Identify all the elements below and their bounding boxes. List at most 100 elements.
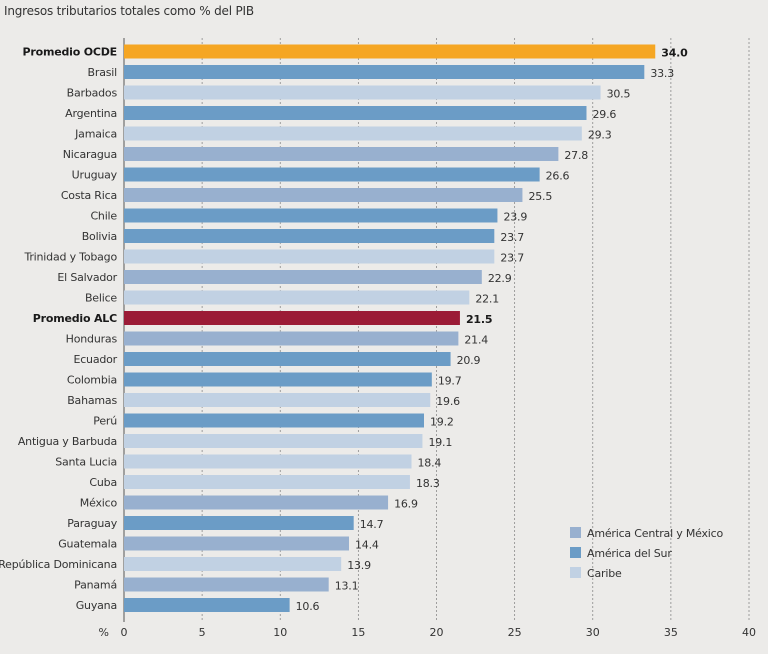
value-label-belice: 22.1 <box>475 293 499 306</box>
bar-panama <box>124 577 329 592</box>
x-tick-40: 40 <box>742 626 756 639</box>
x-tick-0: 0 <box>121 626 128 639</box>
value-label-barbados: 30.5 <box>607 88 631 101</box>
legend-swatch-america-central-y-mexico <box>570 527 581 538</box>
value-label-uruguay: 26.6 <box>546 170 570 183</box>
value-label-peru: 19.2 <box>430 416 454 429</box>
category-label-ecuador: Ecuador <box>73 353 117 366</box>
bar-chile <box>124 208 498 223</box>
value-label-chile: 23.9 <box>503 211 527 224</box>
value-label-republica-dominicana: 13.9 <box>347 559 371 572</box>
value-label-nicaragua: 27.8 <box>564 149 588 162</box>
value-label-guatemala: 14.4 <box>355 539 379 552</box>
bar-belice <box>124 290 470 305</box>
bar-honduras <box>124 331 459 346</box>
chart-title: Ingresos tributarios totales como % del … <box>4 4 254 18</box>
value-label-guyana: 10.6 <box>296 600 320 613</box>
bar-cuba <box>124 475 410 489</box>
category-label-trinidad-y-tobago: Trinidad y Tobago <box>23 251 117 264</box>
bar-jamaica <box>124 126 582 141</box>
x-tick-5: 5 <box>199 626 206 639</box>
bar-republica-dominicana <box>124 557 342 571</box>
bar-guatemala <box>124 536 349 551</box>
category-label-belice: Belice <box>85 292 117 305</box>
category-label-uruguay: Uruguay <box>72 169 118 182</box>
x-tick-30: 30 <box>586 626 600 639</box>
value-label-paraguay: 14.7 <box>360 518 384 531</box>
category-label-el-salvador: El Salvador <box>57 271 117 284</box>
x-axis-unit-label: % <box>99 626 109 639</box>
legend-swatch-caribe <box>570 567 581 578</box>
x-tick-10: 10 <box>273 626 287 639</box>
bar-barbados <box>124 85 601 100</box>
bar-guyana <box>124 598 290 612</box>
legend-swatch-america-del-sur <box>570 547 581 558</box>
category-label-honduras: Honduras <box>66 333 118 346</box>
x-tick-labels: 0 5 10 15 20 25 30 35 40 <box>121 626 757 639</box>
bar-ecuador <box>124 352 451 366</box>
category-label-jamaica: Jamaica <box>74 128 117 141</box>
category-labels: Promedio OCDE Brasil Barbados Argentina Jama… <box>0 46 118 613</box>
value-label-brasil: 33.3 <box>650 67 674 80</box>
category-label-paraguay: Paraguay <box>67 517 117 530</box>
category-label-peru: Perú <box>93 415 117 428</box>
legend-label-caribe: Caribe <box>587 567 622 580</box>
value-label-honduras: 21.4 <box>464 334 488 347</box>
bar-nicaragua <box>124 147 559 161</box>
category-label-panama: Panamá <box>74 579 117 592</box>
category-label-mexico: México <box>80 497 118 510</box>
bar-promedio-ocde <box>124 44 656 59</box>
category-label-antigua-y-barbuda: Antigua y Barbuda <box>18 435 117 448</box>
bar-paraguay <box>124 516 354 530</box>
value-label-bahamas: 19.6 <box>436 395 460 408</box>
bar-antigua-y-barbuda <box>124 434 423 448</box>
bar-peru <box>124 413 424 428</box>
x-tick-35: 35 <box>664 626 678 639</box>
category-label-cuba: Cuba <box>89 476 117 489</box>
bar-trinidad-y-tobago <box>124 249 495 264</box>
bar-colombia <box>124 372 432 387</box>
bar-promedio-alc <box>124 311 460 325</box>
category-label-costa-rica: Costa Rica <box>61 189 117 202</box>
bar-mexico <box>124 495 389 510</box>
x-tick-15: 15 <box>351 626 365 639</box>
bar-brasil <box>124 65 645 79</box>
category-label-bolivia: Bolivia <box>82 230 117 243</box>
value-label-mexico: 16.9 <box>394 498 418 511</box>
value-label-argentina: 29.6 <box>593 108 617 121</box>
category-label-guatemala: Guatemala <box>58 538 117 551</box>
value-label-ecuador: 20.9 <box>457 354 481 367</box>
category-label-nicaragua: Nicaragua <box>63 148 117 161</box>
x-tick-25: 25 <box>508 626 522 639</box>
bar-el-salvador <box>124 270 482 284</box>
bar-uruguay <box>124 167 540 182</box>
category-label-barbados: Barbados <box>67 87 118 100</box>
category-label-promedio-ocde: Promedio OCDE <box>23 46 117 59</box>
value-label-costa-rica: 25.5 <box>528 190 552 203</box>
value-label-colombia: 19.7 <box>438 375 462 388</box>
category-label-santa-lucia: Santa Lucia <box>55 456 117 469</box>
category-label-bahamas: Bahamas <box>67 394 117 407</box>
value-label-jamaica: 29.3 <box>588 129 612 142</box>
category-label-promedio-alc: Promedio ALC <box>33 312 117 325</box>
bar-costa-rica <box>124 188 523 202</box>
bar-santa-lucia <box>124 454 412 469</box>
category-label-republica-dominicana: República Dominicana <box>0 558 117 571</box>
legend: América Central y México América del Sur C… <box>570 527 724 580</box>
value-label-promedio-alc: 21.5 <box>466 313 492 326</box>
category-label-argentina: Argentina <box>65 107 117 120</box>
category-label-colombia: Colombia <box>67 374 117 387</box>
value-labels: 34.0 33.3 30.5 29.6 29.327.8 26.6 25.523.9 23.7… <box>296 47 689 614</box>
value-label-promedio-ocde: 34.0 <box>661 47 688 60</box>
category-label-brasil: Brasil <box>88 66 118 79</box>
value-label-el-salvador: 22.9 <box>488 272 512 285</box>
legend-label-america-del-sur: América del Sur <box>587 547 672 560</box>
category-label-chile: Chile <box>90 210 117 223</box>
value-label-trinidad-y-tobago: 23.7 <box>500 252 524 265</box>
bar-argentina <box>124 106 587 120</box>
legend-label-america-central-y-mexico: América Central y México <box>587 527 724 540</box>
bars-group <box>124 44 656 612</box>
value-label-panama: 13.1 <box>335 580 359 593</box>
value-label-santa-lucia: 18.4 <box>418 457 442 470</box>
